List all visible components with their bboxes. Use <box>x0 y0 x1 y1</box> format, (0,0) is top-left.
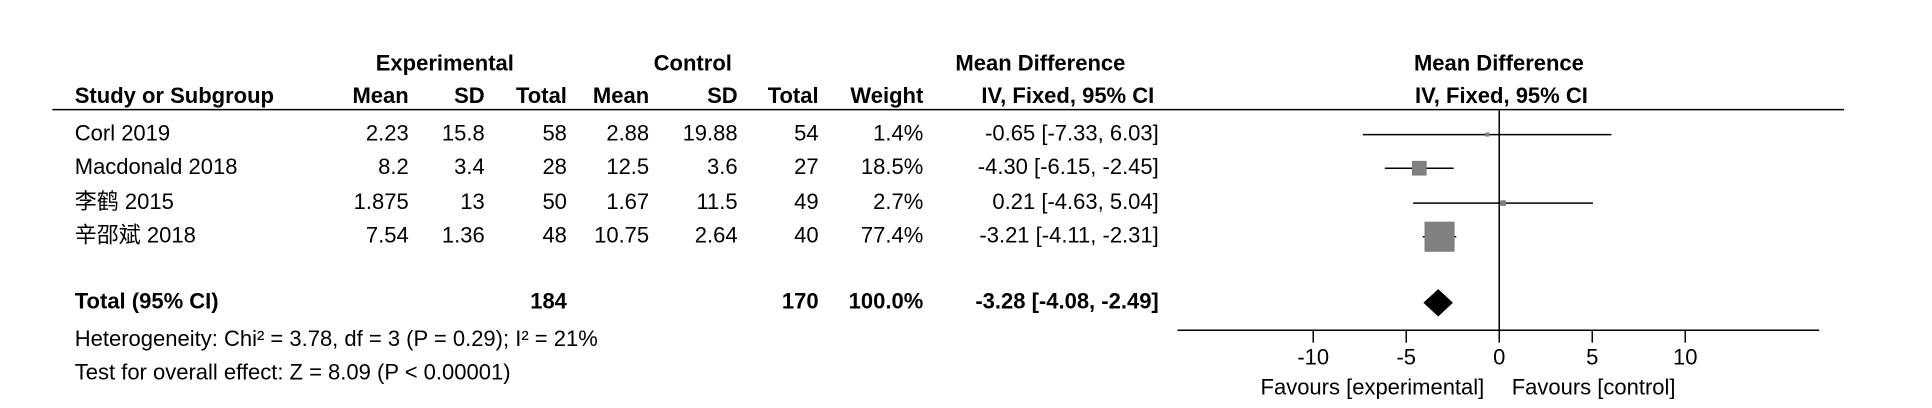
table-cell: 10.75 <box>594 223 649 248</box>
table-cell: 1.875 <box>354 189 409 214</box>
table-cell: 58 <box>542 120 566 145</box>
column-header: IV, Fixed, 95% CI <box>1415 83 1588 108</box>
weight-box <box>1424 221 1455 252</box>
table-cell: 1.36 <box>442 223 485 248</box>
table-cell: 13 <box>460 189 484 214</box>
table-cell: 54 <box>794 120 818 145</box>
total-diamond <box>1423 289 1453 317</box>
table-cell: 40 <box>794 223 818 248</box>
table-cell: 27 <box>794 154 818 179</box>
effect-ci: -4.30 [-6.15, -2.45] <box>978 154 1159 179</box>
favours-left: Favours [experimental] <box>1261 375 1485 400</box>
table-cell: 12.5 <box>606 154 649 179</box>
total-exp: 184 <box>530 289 567 314</box>
total-ctrl: 170 <box>782 289 819 314</box>
table-cell: 8.2 <box>378 154 409 179</box>
weight: 18.5% <box>861 154 923 179</box>
table-cell: 15.8 <box>442 120 485 145</box>
x-tick-label: -10 <box>1297 345 1329 370</box>
column-header: Total <box>768 83 819 108</box>
table-cell: 48 <box>542 223 566 248</box>
table-cell: 2.88 <box>606 120 649 145</box>
total-weight: 100.0% <box>849 289 924 314</box>
table-cell: 2.64 <box>695 223 738 248</box>
column-header: Weight <box>850 83 924 108</box>
table-cell: 1.67 <box>606 189 649 214</box>
table-cell: 3.6 <box>707 154 738 179</box>
x-tick-label: 10 <box>1673 345 1697 370</box>
table-cell: 2.23 <box>366 120 409 145</box>
table-cell: 7.54 <box>366 223 409 248</box>
table-cell: 50 <box>542 189 566 214</box>
weight-box <box>1500 200 1506 206</box>
effect-ci: -0.65 [-7.33, 6.03] <box>985 120 1159 145</box>
effect-ci: -3.21 [-4.11, -2.31] <box>979 223 1158 248</box>
group-header: Experimental <box>376 51 514 76</box>
weight-box <box>1411 160 1427 176</box>
table-cell: 19.88 <box>683 120 738 145</box>
table-cell: 11.5 <box>696 189 737 214</box>
total-label: Total (95% CI) <box>75 289 219 314</box>
overall-effect: Test for overall effect: Z = 8.09 (P < 0… <box>75 360 511 385</box>
table-cell: 49 <box>794 189 818 214</box>
weight: 77.4% <box>861 223 923 248</box>
study-name: 辛邵斌 2018 <box>75 223 196 248</box>
favours-right: Favours [control] <box>1512 375 1676 400</box>
weight: 2.7% <box>873 189 923 214</box>
group-header: Mean Difference <box>955 51 1125 76</box>
table-cell: 3.4 <box>454 154 485 179</box>
study-name: 李鹤 2015 <box>75 189 174 214</box>
column-header: Study or Subgroup <box>75 83 274 108</box>
column-header: SD <box>707 83 738 108</box>
study-name: Macdonald 2018 <box>75 154 238 179</box>
group-header: Control <box>654 51 732 76</box>
column-header: IV, Fixed, 95% CI <box>981 83 1154 108</box>
column-header: Total <box>516 83 567 108</box>
column-header: Mean <box>352 83 408 108</box>
heterogeneity: Heterogeneity: Chi² = 3.78, df = 3 (P = … <box>75 326 598 351</box>
group-header: Mean Difference <box>1414 51 1584 76</box>
x-tick-label: -5 <box>1396 345 1416 370</box>
effect-ci: 0.21 [-4.63, 5.04] <box>992 189 1158 214</box>
study-name: Corl 2019 <box>75 120 170 145</box>
x-tick-label: 5 <box>1586 345 1598 370</box>
total-effect: -3.28 [-4.08, -2.49] <box>975 289 1158 314</box>
weight-box <box>1485 132 1490 137</box>
weight: 1.4% <box>873 120 923 145</box>
table-cell: 28 <box>542 154 566 179</box>
column-header: SD <box>454 83 485 108</box>
x-tick-label: 0 <box>1493 345 1505 370</box>
column-header: Mean <box>593 83 649 108</box>
